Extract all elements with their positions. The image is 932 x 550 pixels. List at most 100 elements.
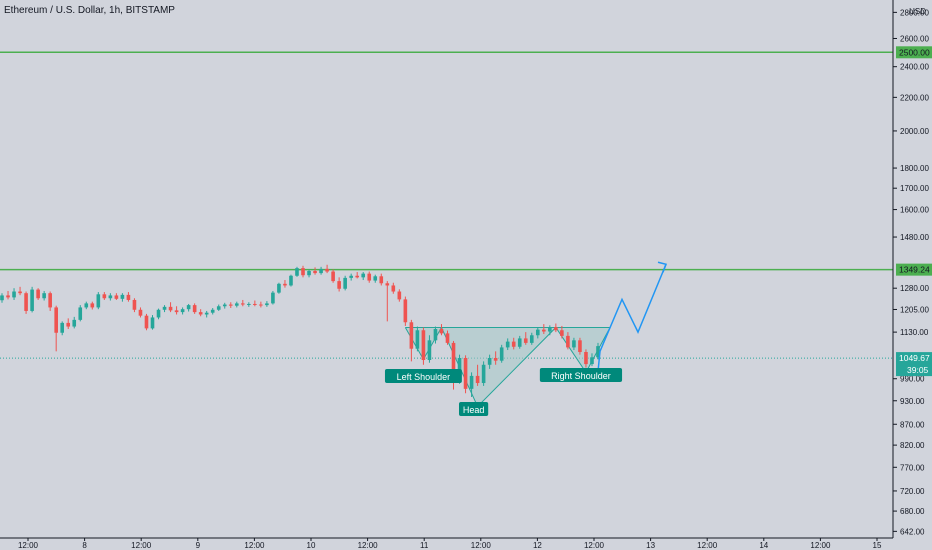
candle-body [349,275,353,278]
candle-body [373,276,378,281]
candle-body [529,335,534,343]
price-tick-label: 870.00 [900,420,925,429]
candle-body [259,304,263,306]
time-tick-label: 12:00 [697,541,718,550]
candle-body [192,305,197,313]
candle-body [48,293,52,308]
candle-body [168,306,173,311]
time-tick-label: 14 [759,541,768,550]
candle-body [36,289,40,299]
candle-body [144,315,149,329]
candle-body [222,304,227,307]
candle-body [0,295,4,301]
candle-body [313,271,317,274]
candle-body [560,330,564,336]
candle-body [60,322,65,333]
time-tick-label: 13 [646,541,655,550]
time-tick-label: 12:00 [131,541,152,550]
candle-body [439,329,444,334]
candle-body [463,357,468,389]
candle-body [90,303,95,308]
price-tick-label: 2600.00 [900,34,929,43]
candle-body [319,268,323,274]
price-tick-label: 642.00 [900,527,925,536]
candle-body [397,291,402,300]
candle-body [445,333,450,343]
time-tick-label: 10 [307,541,316,550]
price-tick-label: 1205.00 [900,305,929,314]
price-tick-label: 1800.00 [900,164,929,173]
candle-body [427,340,432,361]
time-tick-label: 12:00 [244,541,265,550]
level-price-label-0: 2500.00 [899,47,930,57]
price-tick-label: 2800.00 [900,8,929,17]
time-tick-label: 9 [196,541,201,550]
price-tick-label: 930.00 [900,397,925,406]
candle-body [337,281,341,289]
time-tick-label: 12:00 [18,541,39,550]
candle-body [126,294,131,300]
projection-path[interactable] [597,263,667,372]
candle-body [253,303,257,305]
candle-body [343,277,347,289]
price-tick-label: 720.00 [900,487,925,496]
pattern-label-box [384,369,462,383]
candle-body [542,329,546,332]
candle-body [295,268,299,276]
candle-body [331,271,335,282]
time-tick-label: 12:00 [358,541,379,550]
candle-body [301,268,305,276]
candle-body [156,309,161,318]
candle-body [361,273,366,278]
candle-body [108,295,113,299]
candle-body [590,357,594,365]
candle-body [210,309,215,313]
candle-body [150,317,155,329]
pattern-label-box [539,368,623,382]
currency-label: USD [909,7,926,16]
price-tick-label: 1280.00 [900,284,929,293]
pattern-label-box [458,402,489,416]
time-tick-label: 8 [82,541,87,550]
candle-body [216,306,221,310]
time-tick-label: 15 [873,541,882,550]
price-tick-label: 1130.00 [900,328,929,337]
candle-body [66,322,71,327]
candle-body [132,299,137,310]
level-price-tag [896,263,932,276]
candle-body [277,283,281,293]
level-price-label-1: 1349.24 [899,265,930,275]
candle-body [596,346,600,358]
price-tick-label: 2200.00 [900,93,929,102]
candle-body [96,294,101,308]
candle-body [174,310,179,313]
candle-body [548,327,552,332]
candle-body [409,322,414,349]
candle-body [535,329,540,336]
candle-body [578,340,582,353]
candle-body [415,330,420,349]
time-tick-label: 11 [420,541,429,550]
last-price-tag [896,352,932,377]
candle-body [511,341,516,347]
time-tick-label: 12:00 [810,541,831,550]
candle-body [18,291,22,294]
projection-arrowhead [657,261,667,273]
candle-body [325,268,329,272]
price-tick-label: 2400.00 [900,63,929,72]
candle-body [234,303,239,306]
last-price-label: 1049.67 [899,353,930,363]
candle-body [451,342,456,382]
candle-body [487,357,492,365]
price-tick-label: 1700.00 [900,184,929,193]
candle-body [289,275,293,286]
candle-body [30,289,34,311]
pattern-fill [405,327,611,407]
candle-body [283,283,287,286]
candle-body [120,294,125,299]
candle-body [12,291,16,298]
candle-body [517,338,522,347]
